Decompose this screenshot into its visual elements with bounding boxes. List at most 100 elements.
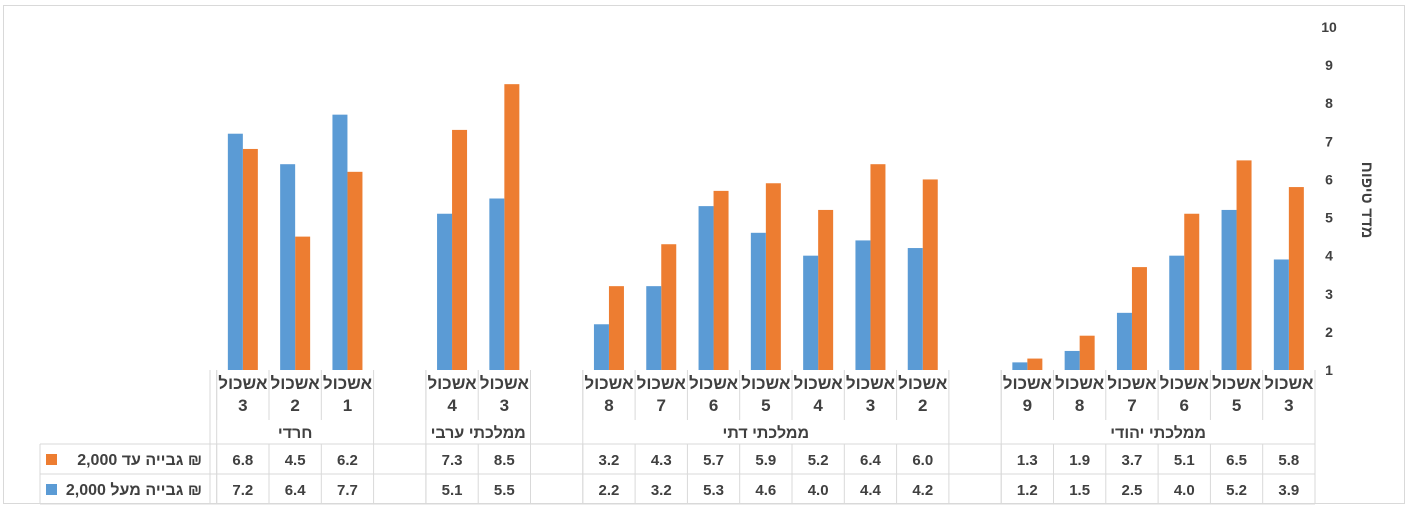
data-label: 1.2 (1017, 482, 1038, 499)
legend-label: גבייה מעל 2,000 ₪ (66, 481, 202, 499)
data-label: 5.8 (1278, 452, 1299, 469)
data-label: 5.3 (703, 482, 724, 499)
y-tick-label: 10 (1321, 19, 1337, 35)
bar-blue (1221, 209, 1237, 370)
category-label-number: 8 (1075, 396, 1084, 415)
category-label-word: אשכול (427, 374, 477, 393)
bar-orange (242, 148, 258, 370)
bar-blue (593, 324, 609, 370)
data-label: 5.1 (1174, 452, 1195, 469)
data-label: 3.2 (599, 452, 620, 469)
y-tick-label: 5 (1325, 210, 1333, 226)
bar-blue (750, 232, 766, 370)
category-label-number: 2 (918, 396, 927, 415)
data-label: 7.2 (232, 482, 253, 499)
y-tick-label: 3 (1325, 286, 1333, 302)
category-label-number: 6 (1180, 396, 1189, 415)
category-label-word: אשכול (689, 374, 739, 393)
chart-marks: 1 2 3 4 5 6 7 8 9 10 ממלכתי יהודי אשכול 3 5.8 3.9 אשכול… (39, 19, 1337, 505)
legend-swatch (46, 454, 57, 465)
bar-blue (437, 213, 453, 370)
data-label: 2.5 (1122, 482, 1143, 499)
bar-blue (1169, 255, 1185, 370)
category-label-word: אשכול (480, 374, 530, 393)
bar-orange (347, 171, 363, 370)
bar-blue (803, 255, 819, 370)
bar-blue (1273, 259, 1289, 370)
y-tick-label: 1 (1325, 362, 1333, 378)
data-label: 6.2 (337, 452, 358, 469)
legend-label: גבייה עד 2,000 ₪ (77, 452, 202, 469)
bar-blue (1116, 312, 1132, 370)
bar-orange (922, 179, 938, 370)
category-label-number: 3 (238, 396, 247, 415)
category-label-word: אשכול (584, 374, 634, 393)
data-label: 4.3 (651, 452, 672, 469)
data-label: 1.3 (1017, 452, 1038, 469)
category-label-word: אשכול (1264, 374, 1314, 393)
data-label: 2.2 (599, 482, 620, 499)
bar-blue (855, 240, 871, 370)
data-label: 6.5 (1226, 452, 1247, 469)
bar-orange (1079, 335, 1095, 370)
category-label-number: 7 (657, 396, 666, 415)
category-label-number: 7 (1127, 396, 1136, 415)
y-tick-label: 8 (1325, 95, 1333, 111)
category-label-word: אשכול (794, 374, 844, 393)
data-label: 4.5 (285, 452, 306, 469)
bar-blue (646, 286, 662, 370)
data-label: 5.7 (703, 452, 724, 469)
data-label: 4.0 (808, 482, 829, 499)
category-label-number: 5 (761, 396, 770, 415)
data-label: 6.4 (285, 482, 307, 499)
category-label-number: 3 (500, 396, 509, 415)
bar-orange (818, 209, 834, 370)
category-label-word: אשכול (637, 374, 687, 393)
category-label-number: 9 (1023, 396, 1032, 415)
bar-blue (280, 164, 296, 370)
category-label-word: אשכול (1003, 374, 1053, 393)
bar-blue (1012, 362, 1028, 370)
bar-orange (452, 129, 468, 370)
bar-orange (661, 244, 677, 370)
bar-blue (698, 206, 714, 370)
bar-orange (1236, 160, 1252, 370)
category-label-word: אשכול (898, 374, 948, 393)
category-label-number: 5 (1232, 396, 1241, 415)
y-tick-label: 2 (1325, 324, 1333, 340)
category-label-number: 3 (1284, 396, 1293, 415)
bar-blue (1064, 350, 1080, 370)
data-label: 7.7 (337, 482, 358, 499)
category-label-number: 3 (866, 396, 875, 415)
group-label: ממלכתי דתי (723, 424, 810, 442)
bar-blue (332, 114, 348, 371)
data-label: 4.4 (860, 482, 882, 499)
data-label: 3.2 (651, 482, 672, 499)
data-label: 6.8 (232, 452, 253, 469)
category-label-word: אשכול (323, 374, 373, 393)
data-label: 3.7 (1122, 452, 1143, 469)
data-label: 5.9 (755, 452, 776, 469)
bar-blue (489, 198, 505, 370)
data-label: 1.9 (1069, 452, 1090, 469)
y-tick-label: 6 (1325, 171, 1333, 187)
data-label: 8.5 (494, 452, 515, 469)
category-label-word: אשכול (1212, 374, 1262, 393)
bar-blue (227, 133, 243, 370)
data-label: 1.5 (1069, 482, 1090, 499)
data-label: 3.9 (1278, 482, 1299, 499)
category-label-word: אשכול (741, 374, 791, 393)
category-label-word: אשכול (846, 374, 896, 393)
group-label: ממלכתי ערבי (431, 424, 526, 442)
group-label: ממלכתי יהודי (1110, 424, 1206, 442)
y-tick-label: 4 (1325, 248, 1333, 264)
legend-swatch (46, 484, 57, 495)
category-label-number: 6 (709, 396, 718, 415)
bar-blue (907, 248, 923, 370)
category-label-word: אשכול (1107, 374, 1157, 393)
bar-orange (1184, 213, 1200, 370)
data-label: 5.2 (1226, 482, 1247, 499)
bar-orange (1027, 358, 1043, 370)
category-label-number: 2 (290, 396, 299, 415)
data-label: 4.0 (1174, 482, 1195, 499)
